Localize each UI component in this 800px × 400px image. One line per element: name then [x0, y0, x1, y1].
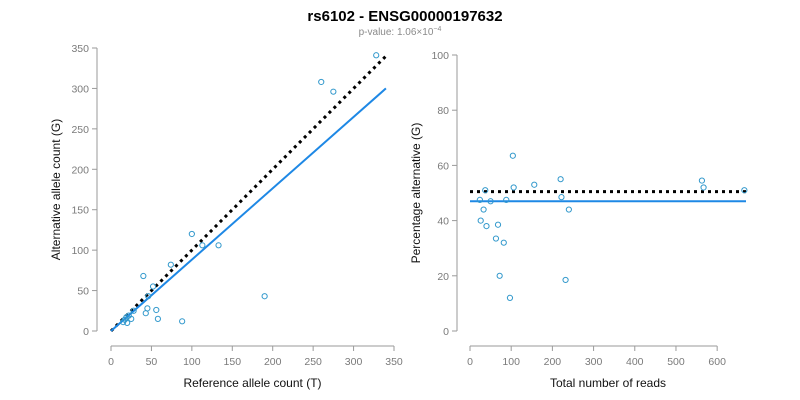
data-point: [330, 88, 337, 95]
y-tick-label: 60: [437, 160, 449, 172]
x-tick-label: 200: [264, 356, 282, 368]
data-point: [167, 261, 174, 268]
data-point: [179, 318, 186, 325]
p-value-text: p-value: 1.06×10: [359, 27, 434, 38]
data-point: [128, 315, 135, 322]
y-tick-label: 80: [437, 105, 449, 117]
y-tick-label: 100: [71, 245, 89, 257]
x-tick-label: 500: [667, 356, 685, 368]
data-point: [188, 230, 195, 238]
data-point: [480, 206, 487, 213]
data-point: [531, 181, 538, 188]
data-point: [487, 198, 494, 205]
x-tick-label: 400: [626, 356, 644, 368]
data-point: [503, 196, 510, 203]
y-tick-label: 40: [437, 216, 449, 228]
data-point: [130, 307, 137, 314]
data-point: [144, 305, 151, 312]
y-tick-label: 0: [83, 326, 89, 338]
data-point: [140, 272, 147, 280]
x-tick-label: 200: [544, 356, 562, 368]
data-point: [154, 315, 161, 322]
data-point: [698, 177, 706, 184]
x-tick-label: 150: [224, 356, 242, 368]
chart-title: rs6102 - ENSG00000197632: [307, 8, 502, 25]
x-tick-label: 0: [467, 356, 473, 368]
x-tick-label: 100: [183, 356, 201, 368]
x-tick-label: 300: [585, 356, 603, 368]
y-tick-label: 0: [443, 326, 449, 338]
data-point: [741, 187, 748, 194]
x-axis-title: Total number of reads: [550, 376, 666, 390]
y-axis-title: Percentage alternative (G): [409, 123, 423, 264]
x-tick-label: 350: [385, 356, 403, 368]
p-value-exponent: −4: [433, 26, 441, 33]
y-tick-label: 250: [71, 124, 89, 136]
data-point: [492, 235, 500, 242]
percentage-alternative-scatter-panel: 0 100 200 300 400 500 600 0 20 40 60 80 100 Total num…: [409, 50, 748, 390]
data-point: [476, 196, 483, 203]
data-point: [483, 223, 490, 230]
data-point: [215, 242, 222, 249]
data-point: [477, 217, 484, 224]
data-point: [700, 184, 707, 191]
data-point: [373, 52, 380, 59]
data-point: [562, 276, 569, 284]
data-point: [500, 239, 507, 246]
data-point: [153, 306, 160, 314]
x-tick-label: 600: [708, 356, 726, 368]
x-tick-label: 250: [304, 356, 322, 368]
y-tick-label: 50: [77, 286, 89, 298]
data-point: [557, 176, 564, 183]
data-point: [261, 293, 268, 300]
y-tick-label: 200: [71, 164, 89, 176]
x-tick-label: 0: [108, 356, 114, 368]
data-point: [509, 152, 516, 159]
data-point: [496, 272, 503, 279]
data-point: [318, 78, 325, 86]
y-tick-label: 300: [71, 83, 89, 95]
y-tick-label: 100: [431, 50, 449, 62]
reference-dotted-line: [109, 55, 387, 333]
data-point: [510, 184, 517, 191]
x-tick-label: 300: [345, 356, 363, 368]
allele-count-scatter-panel: 0 50 100 150 200 250 300 350 0 50 100 150 200 250 300 3…: [49, 43, 403, 390]
y-tick-label: 150: [71, 205, 89, 217]
data-point: [494, 221, 502, 228]
data-point: [149, 283, 157, 290]
x-axis-title: Reference allele count (T): [183, 376, 321, 390]
y-tick-label: 350: [71, 43, 89, 55]
p-value-label: p-value: 1.06×10−4: [359, 26, 442, 38]
data-point: [565, 206, 572, 213]
data-point: [145, 293, 152, 300]
data-point: [558, 194, 565, 201]
x-tick-label: 100: [502, 356, 520, 368]
fitted-regression-line: [110, 87, 387, 332]
data-point: [482, 187, 489, 194]
data-point: [199, 242, 206, 249]
x-tick-label: 50: [146, 356, 158, 368]
data-point: [506, 294, 514, 301]
y-tick-label: 20: [437, 271, 449, 283]
y-axis-title: Alternative allele count (G): [49, 119, 63, 260]
data-point: [124, 319, 131, 327]
